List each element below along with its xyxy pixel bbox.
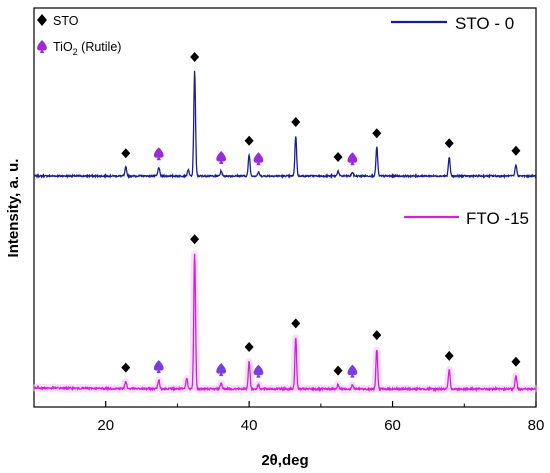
sto-peak-marker <box>333 152 343 162</box>
sto-peak-marker <box>444 138 454 149</box>
spade-icon <box>37 40 47 53</box>
spade-icon <box>347 152 358 166</box>
legend-series-1: STO - 0 <box>391 14 514 33</box>
spade-icon <box>347 364 358 378</box>
sto-peak-marker <box>190 52 200 62</box>
legend-rutile-marker: TiO2 (Rutile) <box>37 40 121 57</box>
legend-sto-marker: STO <box>37 14 79 28</box>
sto-peak-marker <box>333 365 343 376</box>
sto-peak-marker <box>291 117 301 127</box>
legend-rutile-subscript: 2 <box>73 47 78 57</box>
x-axis-label: 2θ,deg <box>261 452 308 469</box>
sto-peak-marker <box>244 341 254 352</box>
sto-peak-marker <box>372 330 382 341</box>
spade-icon <box>253 152 264 166</box>
spade-icon <box>216 363 227 377</box>
sto-peak-marker <box>244 135 254 146</box>
series-1-line <box>33 70 537 180</box>
series-2-shadow <box>30 250 540 394</box>
series-2-trace <box>30 250 540 394</box>
sto-peak-marker <box>511 145 521 156</box>
spade-icon <box>253 364 264 378</box>
sto-peak-marker <box>121 362 131 373</box>
sto-peak-marker <box>444 350 454 361</box>
legend-rutile-label: TiO <box>53 40 73 54</box>
plot-frame <box>33 7 537 408</box>
legend-series-1-label: STO - 0 <box>455 14 514 33</box>
x-tick-label: 20 <box>97 417 114 434</box>
x-tick-label: 80 <box>528 417 545 434</box>
sto-peak-marker <box>190 234 200 245</box>
x-tick-label: 60 <box>384 417 401 434</box>
legend-series-2: FTO -15 <box>404 209 529 228</box>
x-tick-label: 40 <box>241 417 258 434</box>
sto-peak-marker <box>291 318 301 329</box>
y-axis-label: Intensity, a. u. <box>5 159 22 258</box>
spade-icon <box>153 147 164 161</box>
sto-peak-marker <box>511 356 521 367</box>
legend-series-2-label: FTO -15 <box>466 209 529 228</box>
legend-rutile-suffix: (Rutile) <box>78 40 122 54</box>
spade-icon <box>153 360 164 374</box>
spade-icon <box>216 151 227 164</box>
svg-text:TiO2 (Rutile): TiO2 (Rutile) <box>53 40 121 57</box>
legend-sto-label: STO <box>53 14 79 28</box>
series-1-trace <box>33 70 537 180</box>
sto-peak-marker <box>372 128 382 139</box>
series-2-line <box>33 253 537 393</box>
sto-peak-marker <box>121 148 131 159</box>
